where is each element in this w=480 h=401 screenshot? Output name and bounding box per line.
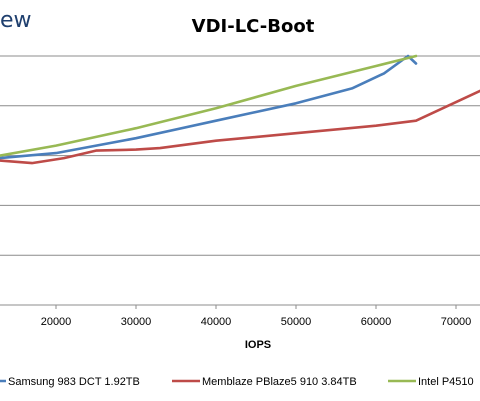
plot-area <box>0 54 480 165</box>
legend-label-1: Samsung 983 DCT 1.92TB <box>8 376 140 388</box>
grid <box>0 55 480 306</box>
logo-text: ew <box>0 8 32 33</box>
x-tick-label: 20000 <box>41 316 72 328</box>
x-tick-label: 50000 <box>281 316 312 328</box>
legend-label-2: Memblaze PBlaze5 910 3.84TB <box>202 376 357 388</box>
chart-title: VDI-LC-Boot <box>192 16 315 37</box>
x-axis-title: IOPS <box>245 339 271 351</box>
series-line-2 <box>0 89 480 165</box>
series-line-1 <box>0 54 418 160</box>
legend: Samsung 983 DCT 1.92TB Memblaze PBlaze5 9… <box>0 376 474 388</box>
x-tick-label: 70000 <box>441 316 472 328</box>
x-tick-label: 30000 <box>121 316 152 328</box>
x-tick-label: 60000 <box>361 316 392 328</box>
series-line-3 <box>0 54 418 157</box>
x-axis-ticks: 20000 30000 40000 50000 60000 70000 <box>41 305 472 328</box>
legend-label-3: Intel P4510 <box>418 376 474 388</box>
x-tick-label: 40000 <box>201 316 232 328</box>
